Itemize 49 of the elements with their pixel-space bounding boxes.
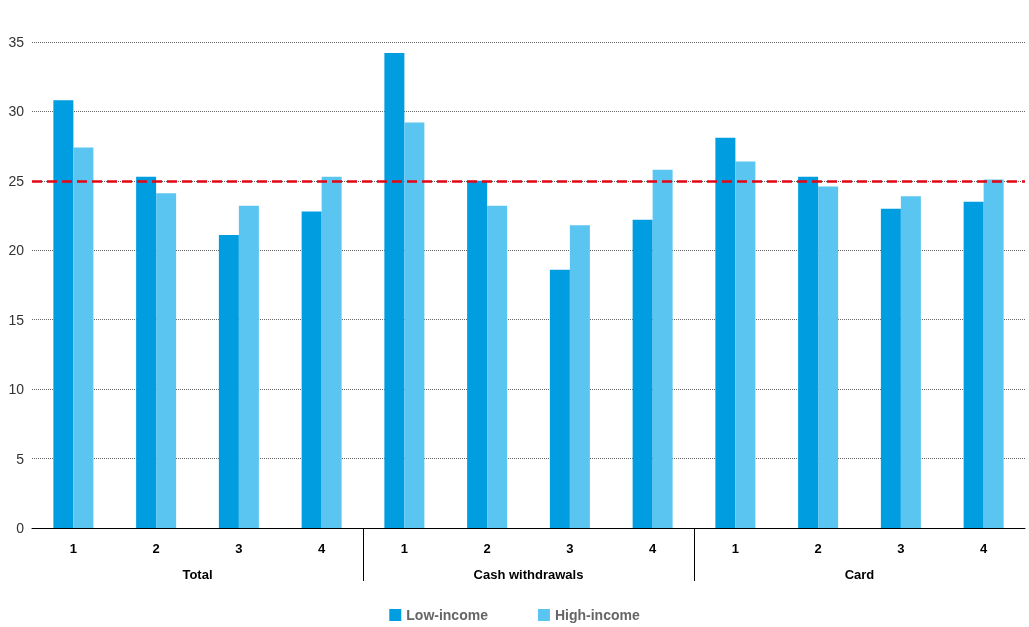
x-tick-label: 2 [483, 541, 491, 556]
bar [549, 269, 570, 528]
bar [900, 196, 921, 528]
x-tick-label: 2 [152, 541, 160, 556]
text: Card [844, 567, 875, 582]
y-tick-label: 25 [8, 172, 25, 189]
x-tick-label: 2 [814, 541, 822, 556]
x-tick-label: 3 [566, 541, 574, 556]
bar [963, 201, 984, 528]
y-tick-label: 20 [8, 242, 25, 259]
bar [798, 176, 819, 528]
bar [404, 122, 425, 528]
x-tick-label: 1 [69, 541, 77, 556]
bar [632, 219, 653, 528]
y-tick-label: 30 [8, 103, 25, 120]
bar [467, 180, 488, 528]
x-tick-label: 3 [897, 541, 905, 556]
bar [238, 205, 259, 528]
y-tick-label: 0 [16, 520, 25, 536]
x-tick-label: 4 [649, 541, 658, 556]
legend-label: Low-income [406, 607, 489, 623]
bar [983, 179, 1004, 528]
bar [569, 225, 590, 528]
bar [53, 100, 74, 528]
legend-label: High-income [554, 607, 640, 623]
bar [321, 176, 342, 528]
bar [487, 205, 508, 528]
y-tick-label: 5 [16, 450, 25, 467]
y-tick-label: 35 [8, 34, 25, 50]
bar [156, 193, 177, 528]
bar [652, 169, 673, 528]
bar [880, 208, 901, 528]
text: Cash withdrawals [473, 567, 584, 582]
x-tick-label: 3 [235, 541, 243, 556]
bar [73, 147, 94, 528]
bar [715, 137, 736, 528]
text: Total [182, 567, 213, 582]
bar [384, 53, 405, 528]
x-tick-label: 4 [318, 541, 327, 556]
bar [818, 186, 839, 528]
x-tick-label: 1 [400, 541, 408, 556]
x-tick-label: 4 [980, 541, 989, 556]
bar [735, 161, 756, 528]
x-tick-label: 1 [731, 541, 739, 556]
bar [301, 211, 322, 528]
bar [218, 235, 239, 528]
bar [136, 176, 157, 528]
y-tick-label: 10 [8, 381, 25, 398]
y-tick-label: 15 [8, 311, 25, 328]
